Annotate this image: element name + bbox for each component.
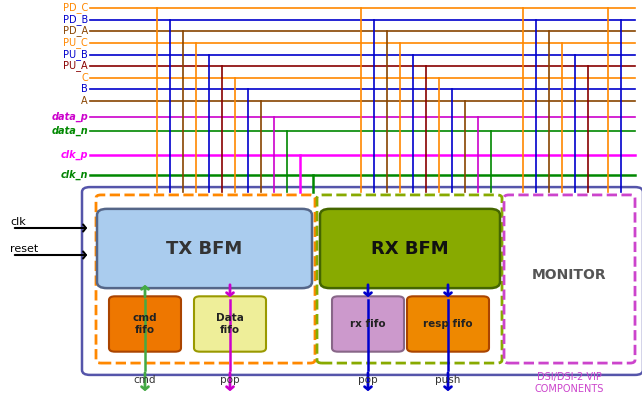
Text: data_p: data_p — [51, 112, 88, 122]
Text: clk: clk — [10, 217, 26, 227]
Text: clk_p: clk_p — [60, 150, 88, 160]
Text: MONITOR: MONITOR — [532, 268, 606, 282]
Text: PU_A: PU_A — [64, 61, 88, 71]
Text: clk_n: clk_n — [60, 170, 88, 180]
FancyBboxPatch shape — [320, 209, 500, 288]
Text: PU_C: PU_C — [64, 37, 88, 48]
Text: B: B — [82, 84, 88, 94]
Text: C: C — [82, 73, 88, 83]
Text: DSI/DSI-2 VIP
COMPONENTS: DSI/DSI-2 VIP COMPONENTS — [534, 372, 603, 394]
FancyBboxPatch shape — [407, 296, 489, 352]
Text: PD_C: PD_C — [63, 2, 88, 13]
Text: push: push — [435, 375, 461, 385]
Text: A: A — [82, 96, 88, 106]
FancyBboxPatch shape — [194, 296, 266, 352]
Text: pop: pop — [358, 375, 377, 385]
Text: reset: reset — [10, 244, 39, 254]
Text: cmd
fifo: cmd fifo — [133, 313, 157, 335]
Text: pop: pop — [220, 375, 240, 385]
Text: PD_A: PD_A — [63, 26, 88, 37]
Text: cmd: cmd — [134, 375, 156, 385]
Text: PD_B: PD_B — [63, 15, 88, 26]
FancyBboxPatch shape — [332, 296, 404, 352]
Text: data_n: data_n — [51, 126, 88, 136]
Text: PU_B: PU_B — [64, 50, 88, 60]
Text: resp fifo: resp fifo — [423, 319, 473, 329]
Text: RX BFM: RX BFM — [371, 240, 449, 258]
FancyBboxPatch shape — [109, 296, 181, 352]
FancyBboxPatch shape — [82, 187, 642, 375]
Text: Data
fifo: Data fifo — [216, 313, 244, 335]
Text: TX BFM: TX BFM — [166, 240, 243, 258]
Text: rx fifo: rx fifo — [350, 319, 386, 329]
FancyBboxPatch shape — [97, 209, 312, 288]
